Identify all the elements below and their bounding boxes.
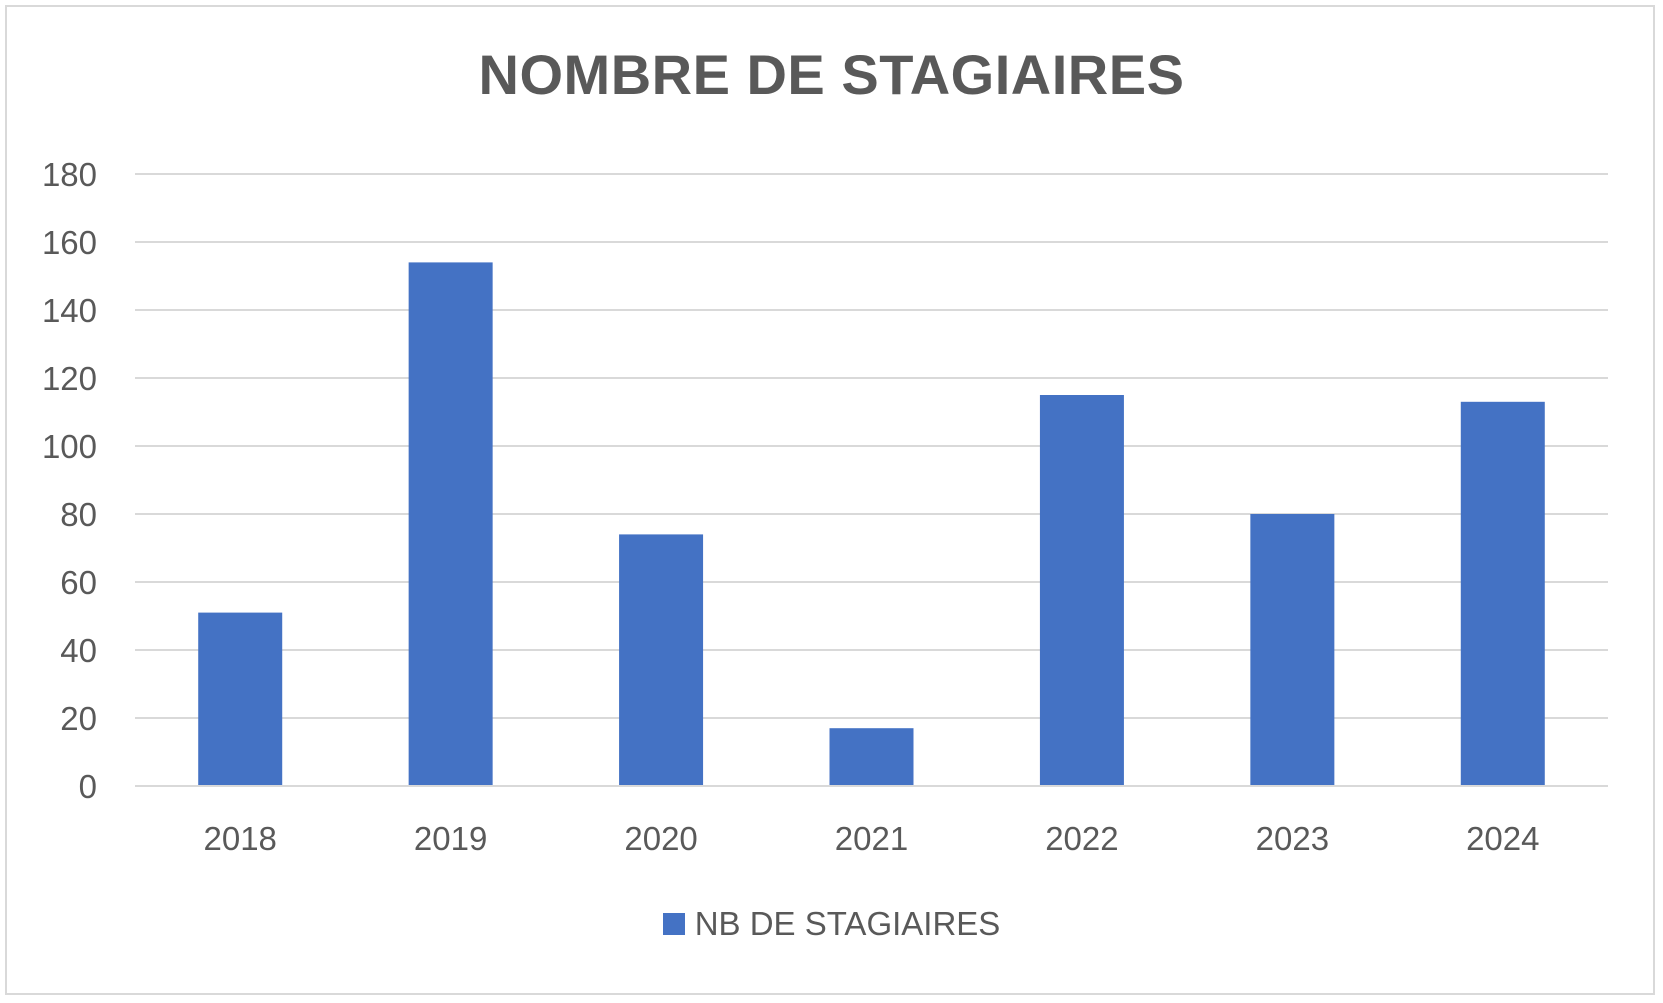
y-tick-label: 140 bbox=[42, 292, 97, 329]
legend: NB DE STAGIAIRES bbox=[0, 905, 1663, 943]
chart-title: NOMBRE DE STAGIAIRES bbox=[478, 43, 1185, 106]
bar-2020 bbox=[619, 534, 704, 786]
y-tick-label: 180 bbox=[42, 156, 97, 193]
y-tick-label: 20 bbox=[60, 700, 97, 737]
x-tick-label: 2018 bbox=[204, 820, 277, 857]
y-tick-label: 40 bbox=[60, 632, 97, 669]
y-tick-label: 0 bbox=[79, 768, 97, 805]
bar-2023 bbox=[1250, 514, 1335, 786]
y-tick-label: 80 bbox=[60, 496, 97, 533]
y-tick-label: 60 bbox=[60, 564, 97, 601]
legend-swatch bbox=[662, 913, 685, 935]
y-tick-label: 120 bbox=[42, 360, 97, 397]
x-tick-label: 2020 bbox=[624, 820, 697, 857]
bar-2021 bbox=[829, 728, 914, 786]
x-tick-label: 2024 bbox=[1466, 820, 1539, 857]
chart-frame bbox=[5, 5, 1655, 995]
y-tick-label: 100 bbox=[42, 428, 97, 465]
legend-label: NB DE STAGIAIRES bbox=[694, 905, 1001, 942]
bar-2018 bbox=[198, 612, 283, 786]
x-tick-label: 2022 bbox=[1045, 820, 1118, 857]
bar-2024 bbox=[1460, 401, 1545, 786]
bar-2019 bbox=[408, 262, 493, 786]
x-tick-label: 2021 bbox=[835, 820, 908, 857]
x-tick-label: 2019 bbox=[414, 820, 487, 857]
y-tick-label: 160 bbox=[42, 224, 97, 261]
x-tick-label: 2023 bbox=[1256, 820, 1329, 857]
bar-2022 bbox=[1039, 395, 1124, 786]
